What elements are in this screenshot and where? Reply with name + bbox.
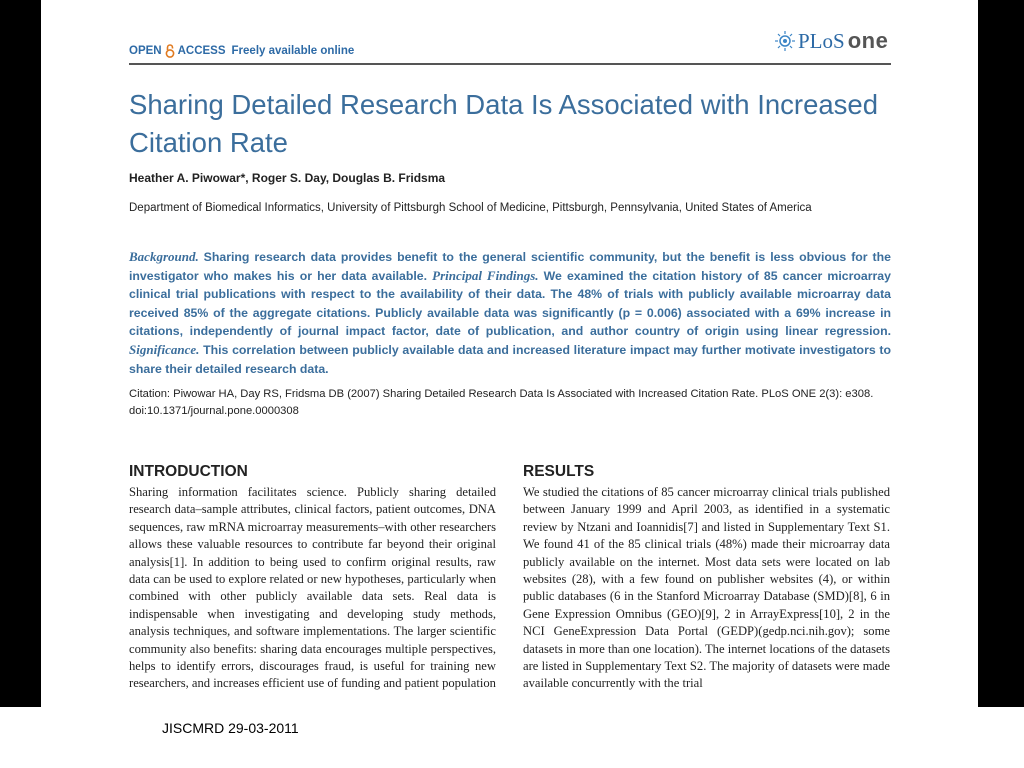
plos-wordmark: PLoS (798, 28, 845, 53)
freely-available-label: Freely available online (231, 45, 355, 57)
background-label: Background. (129, 249, 199, 264)
significance-text: This correlation between publicly availa… (129, 342, 891, 376)
header-divider (129, 63, 891, 65)
article-title: Sharing Detailed Research Data Is Associ… (129, 89, 879, 158)
findings-label: Principal Findings. (432, 267, 539, 283)
citation: Citation: Piwowar HA, Day RS, Fridsma DB… (129, 388, 874, 417)
affiliation: Department of Biomedical Informatics, Un… (129, 202, 812, 214)
open-access-banner: OPEN ACCESS Freely available online (129, 44, 354, 58)
introduction-text: Sharing information facilitates science.… (129, 485, 496, 691)
findings-text: We examined the citation history of 85 c… (129, 268, 891, 339)
slide-footer (0, 707, 1024, 768)
background-text: Sharing research data provides benefit t… (129, 250, 891, 283)
access-label: ACCESS (177, 45, 226, 57)
introduction-heading: INTRODUCTION (129, 463, 248, 480)
open-access-lock-icon (165, 44, 174, 58)
open-label: OPEN (129, 45, 162, 57)
one-wordmark: one (847, 28, 889, 53)
results-heading: RESULTS (523, 463, 595, 480)
plos-sun-icon (775, 31, 795, 51)
results-text: We studied the citations of 85 cancer mi… (523, 485, 890, 691)
author-list: Heather A. Piwowar*, Roger S. Day, Dougl… (129, 171, 446, 185)
footer-label: JISCMRD 29-03-2011 (162, 720, 299, 736)
significance-label: Significance. (129, 341, 200, 357)
paper-page: OPEN ACCESS Freely available online PLoS… (41, 0, 978, 707)
plos-one-logo: PLoS one (774, 28, 888, 54)
abstract: Background. Sharing research data provid… (129, 248, 891, 378)
